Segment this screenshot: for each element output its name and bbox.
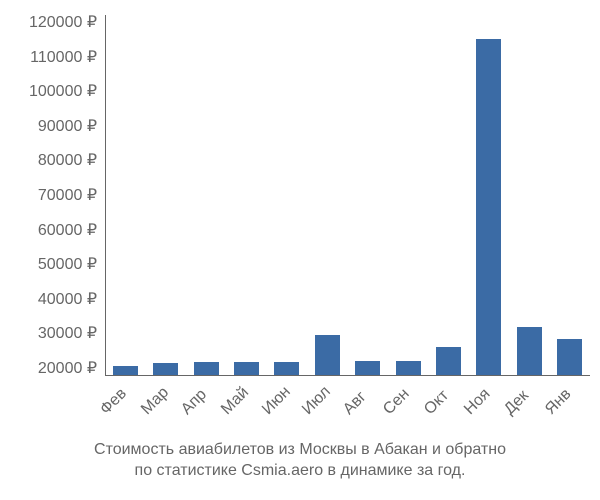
chart-bar [194,362,219,375]
x-tick-label: Ноя [461,385,494,418]
x-tick-label: Янв [542,386,575,419]
y-axis: 20000 ₽ 30000 ₽ 40000 ₽ 50000 ₽ 60000 ₽ 70000… [0,15,105,375]
x-tick-label: Окт [421,387,453,419]
x-axis-line [105,375,590,376]
chart-caption: Стоимость авиабилетов из Москвы в Абакан… [0,439,600,482]
x-tick-label: Авг [340,388,370,418]
x-tick-label: Апр [178,386,211,419]
y-tick-label: 40000 ₽ [38,289,97,309]
chart-bar [234,362,259,375]
y-tick-label: 60000 ₽ [38,220,97,240]
caption-line-1: Стоимость авиабилетов из Москвы в Абакан… [94,441,506,458]
y-tick-label: 100000 ₽ [29,81,97,101]
x-tick-label: Июн [259,383,295,419]
chart-bar [557,339,582,375]
chart-bar [355,361,380,375]
chart-bar [153,363,178,375]
y-tick-label: 80000 ₽ [38,150,97,170]
chart-bar [274,362,299,375]
x-tick-label: Мар [138,384,173,419]
chart-bar [315,335,340,375]
chart-bar [436,347,461,375]
x-axis-labels: ФевМарАпрМайИюнИюлАвгСенОктНояДекЯнв [105,380,590,435]
x-tick-label: Дек [501,387,533,419]
y-tick-label: 30000 ₽ [38,323,97,343]
y-tick-label: 110000 ₽ [30,47,97,67]
y-tick-label: 50000 ₽ [38,254,97,274]
y-tick-label: 90000 ₽ [38,116,97,136]
chart-bar [476,39,501,375]
x-tick-label: Фев [97,385,131,419]
y-tick-label: 120000 ₽ [29,12,97,32]
x-tick-label: Июл [299,383,335,419]
y-tick-label: 20000 ₽ [38,358,97,378]
chart-bar [396,361,421,375]
plot-area [105,15,590,375]
x-tick-label: Май [218,384,253,419]
x-tick-label: Сен [380,385,413,418]
chart-bar [113,366,138,375]
y-tick-label: 70000 ₽ [38,185,97,205]
caption-line-2: по статистике Csmia.aero в динамике за г… [135,462,466,479]
chart-bar [517,327,542,375]
chart-container: 20000 ₽ 30000 ₽ 40000 ₽ 50000 ₽ 60000 ₽ 70000… [0,15,600,435]
